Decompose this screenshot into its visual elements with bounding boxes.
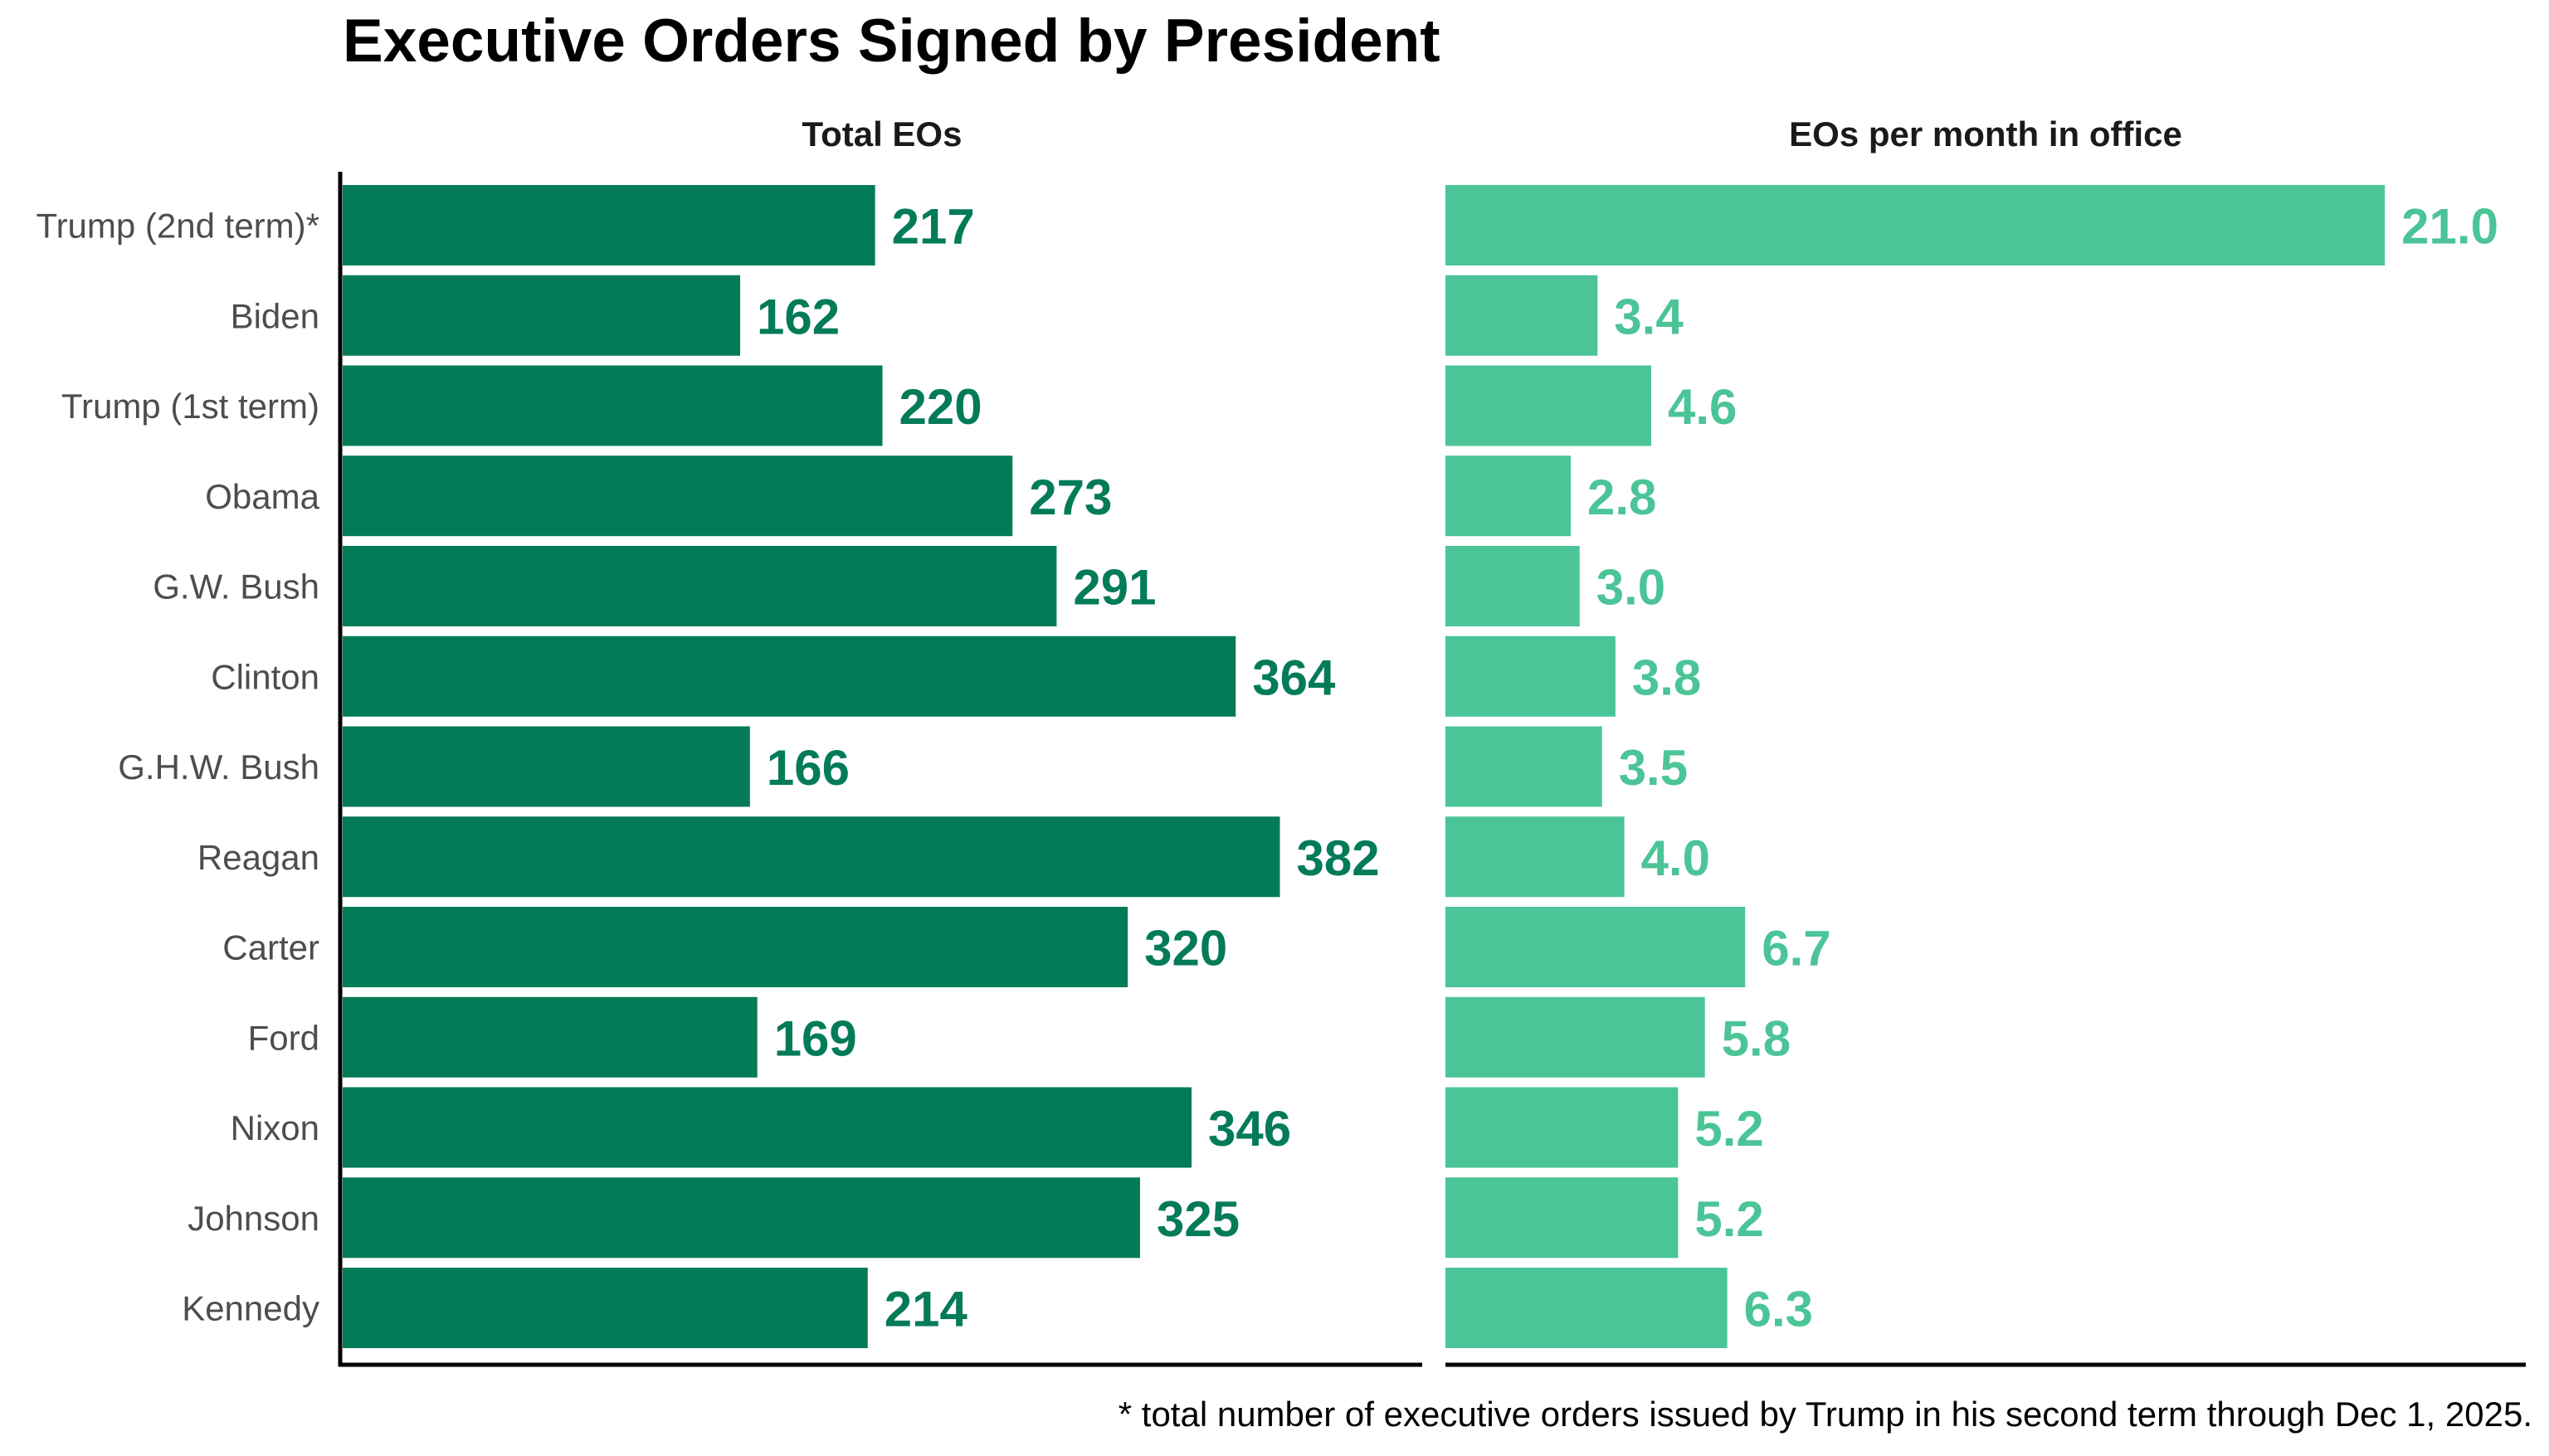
category-label: Clinton xyxy=(211,657,319,696)
axes xyxy=(338,172,2526,1367)
value-label-rate: 5.8 xyxy=(1722,1010,1791,1066)
bar-rate xyxy=(1445,275,1598,356)
value-label-rate: 6.3 xyxy=(1744,1282,1813,1337)
value-label-total: 220 xyxy=(899,379,982,435)
value-label-rate: 4.0 xyxy=(1641,830,1710,886)
bar-total xyxy=(343,996,758,1078)
bar-total xyxy=(343,275,741,356)
bar-rate xyxy=(1445,185,2386,265)
bar-rate xyxy=(1445,635,1616,717)
value-label-rate: 5.2 xyxy=(1694,1101,1763,1157)
value-label-rate: 4.6 xyxy=(1668,379,1737,435)
value-label-total: 320 xyxy=(1144,921,1227,976)
value-label-rate: 6.7 xyxy=(1762,921,1830,976)
category-label: Carter xyxy=(222,928,319,967)
value-label-total: 325 xyxy=(1157,1191,1240,1247)
bar-rate xyxy=(1445,365,1651,446)
category-label: Johnson xyxy=(188,1199,319,1238)
category-label: Reagan xyxy=(197,838,319,877)
chart-title: Executive Orders Signed by President xyxy=(343,7,1440,75)
value-label-total: 169 xyxy=(774,1010,857,1066)
bar-rate xyxy=(1445,1177,1679,1259)
category-label: Trump (1st term) xyxy=(61,387,319,426)
value-label-total: 364 xyxy=(1252,650,1336,705)
bar-total xyxy=(343,185,875,265)
value-label-rate: 5.2 xyxy=(1694,1191,1763,1247)
value-label-total: 291 xyxy=(1073,560,1156,616)
value-label-total: 214 xyxy=(885,1282,968,1337)
category-label: Kennedy xyxy=(182,1289,319,1328)
category-label: Nixon xyxy=(231,1108,319,1147)
value-label-total: 217 xyxy=(892,199,975,255)
panel-title-total-eos: Total EOs xyxy=(802,114,963,153)
bar-rate xyxy=(1445,726,1602,807)
value-label-total: 273 xyxy=(1029,470,1112,525)
panel-title-eos-per-month: EOs per month in office xyxy=(1789,114,2182,153)
value-label-rate: 2.8 xyxy=(1587,470,1656,525)
category-label: Ford xyxy=(248,1018,319,1057)
value-label-total: 162 xyxy=(757,289,840,344)
bar-total xyxy=(343,455,1013,537)
bar-rate xyxy=(1445,455,1571,537)
bar-rate xyxy=(1445,816,1625,898)
value-label-total: 166 xyxy=(767,740,850,796)
bar-total xyxy=(343,635,1236,717)
value-label-rate: 21.0 xyxy=(2401,199,2498,255)
bar-total xyxy=(343,816,1280,898)
category-label: Obama xyxy=(205,477,319,516)
bar-rate xyxy=(1445,1087,1679,1168)
bar-rate xyxy=(1445,546,1580,626)
bar-total xyxy=(343,1268,868,1348)
bar-rate xyxy=(1445,907,1746,987)
value-label-rate: 3.5 xyxy=(1619,740,1688,796)
value-label-rate: 3.8 xyxy=(1632,650,1701,705)
category-label: Biden xyxy=(231,296,319,335)
value-label-rate: 3.4 xyxy=(1614,289,1684,344)
category-label: G.W. Bush xyxy=(153,567,319,606)
value-label-total: 382 xyxy=(1297,830,1380,886)
value-label-rate: 3.0 xyxy=(1596,560,1665,616)
value-label-total: 346 xyxy=(1208,1101,1291,1157)
panel-total-eos: 217 162 220 273 291 364 166 382 320 169 346 325 214 xyxy=(343,185,1380,1348)
bar-total xyxy=(343,726,750,807)
bar-total xyxy=(343,907,1128,987)
footnote: * total number of executive orders issue… xyxy=(1118,1395,2532,1434)
bar-total xyxy=(343,365,883,446)
category-axis-labels: Trump (2nd term)* Biden Trump (1st term) Ob… xyxy=(36,207,319,1328)
bar-rate xyxy=(1445,996,1705,1078)
bar-total xyxy=(343,546,1057,626)
category-label: Trump (2nd term)* xyxy=(36,207,319,246)
bar-rate xyxy=(1445,1268,1728,1348)
panel-eos-per-month: 21.0 3.4 4.62.8 3.0 3.8 3.5 4.0 6.7 5.8 5.2 5.2 6.3 xyxy=(1445,185,2498,1348)
bar-total xyxy=(343,1177,1140,1259)
bar-total xyxy=(343,1087,1192,1168)
category-label: G.H.W. Bush xyxy=(118,747,319,786)
